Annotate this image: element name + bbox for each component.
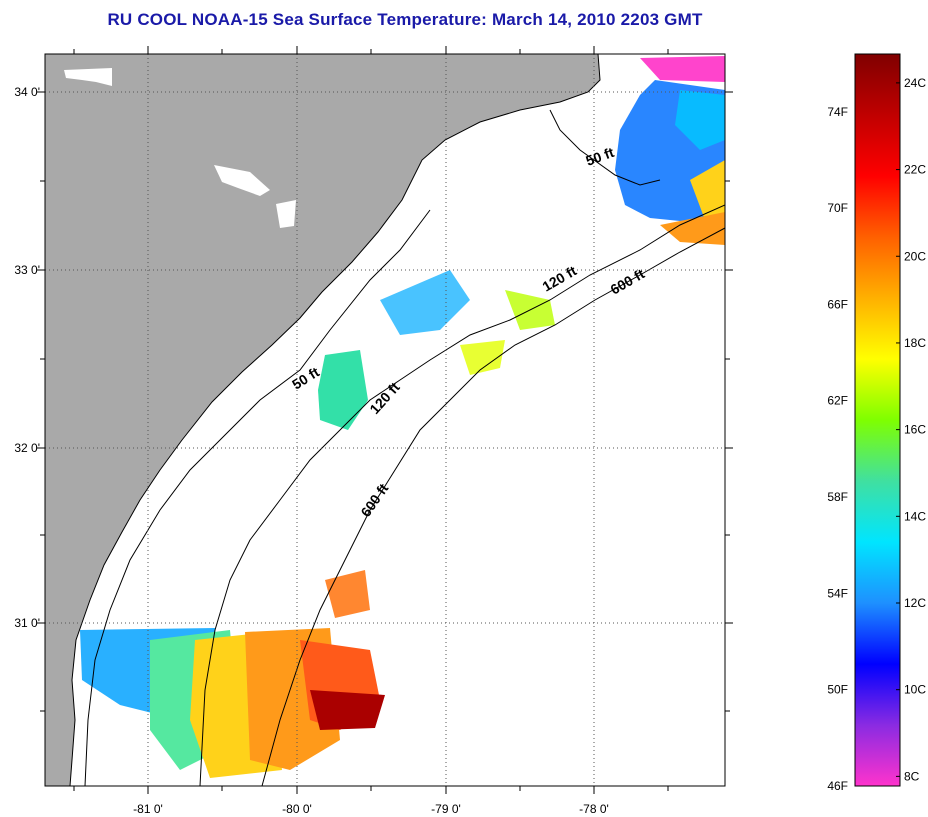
colorbar-celsius-labels: 24C 22C 20C 18C 16C 14C 12C 10C 8C	[904, 76, 926, 783]
lon-tick-label: -80 0'	[282, 802, 312, 816]
colorbar-f-label: 66F	[827, 297, 848, 311]
map-frame	[44, 53, 726, 787]
map-grid	[45, 54, 725, 786]
contour-600ft	[261, 227, 725, 786]
map-content	[45, 54, 725, 786]
colorbar-ticks	[896, 82, 900, 777]
lat-tick-label: 34 0'	[14, 85, 40, 99]
lat-tick-label: 33 0'	[14, 263, 40, 277]
contour-50ft	[84, 109, 661, 786]
colorbar-f-label: 70F	[827, 201, 848, 215]
colorbar-f-label: 74F	[827, 105, 848, 119]
inland-water	[64, 68, 112, 86]
coastline	[69, 54, 601, 786]
colorbar-c-label: 14C	[904, 509, 926, 523]
colorbar-c-label: 16C	[904, 423, 926, 437]
colorbar	[854, 53, 901, 787]
frame-ticks	[37, 46, 733, 794]
colorbar-c-label: 10C	[904, 683, 926, 697]
inland-water	[276, 200, 296, 228]
map-title: RU COOL NOAA-15 Sea Surface Temperature:…	[107, 10, 703, 29]
colorbar-f-label: 46F	[827, 779, 848, 793]
lon-tick-label: -79 0'	[431, 802, 461, 816]
contour-120ft	[199, 204, 725, 786]
lon-tick-label: -78 0'	[579, 802, 609, 816]
colorbar-c-label: 18C	[904, 336, 926, 350]
colorbar-c-label: 24C	[904, 76, 926, 90]
colorbar-c-label: 20C	[904, 249, 926, 263]
colorbar-f-label: 58F	[827, 490, 848, 504]
colorbar-f-label: 54F	[827, 586, 848, 600]
lat-tick-label: 31 0'	[14, 616, 40, 630]
colorbar-f-label: 50F	[827, 683, 848, 697]
colorbar-fahrenheit-labels: 74F 70F 66F 62F 58F 54F 50F 46F	[827, 105, 848, 793]
colorbar-c-label: 8C	[904, 769, 920, 783]
sst-data-layer	[80, 56, 725, 778]
colorbar-c-label: 22C	[904, 163, 926, 177]
colorbar-f-label: 62F	[827, 394, 848, 408]
lon-tick-label: -81 0'	[133, 802, 163, 816]
colorbar-c-label: 12C	[904, 596, 926, 610]
inland-water	[214, 165, 270, 196]
land-mass	[45, 54, 600, 786]
lat-tick-label: 32 0'	[14, 441, 40, 455]
